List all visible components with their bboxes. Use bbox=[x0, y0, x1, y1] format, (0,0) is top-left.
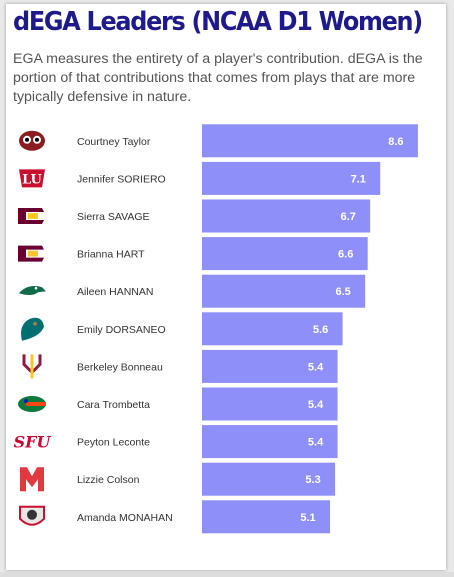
chart-subtitle: EGA measures the entirety of a player's … bbox=[13, 51, 423, 105]
category-label: Aileen HANNAN bbox=[77, 286, 153, 298]
chanticleer-logo bbox=[21, 317, 44, 341]
owl-logo bbox=[19, 130, 45, 151]
data-label: 6.5 bbox=[336, 286, 351, 298]
bearcat-shield-logo bbox=[19, 505, 45, 526]
eagle-head-logo bbox=[19, 286, 46, 295]
data-label: 6.7 bbox=[341, 211, 356, 223]
category-label: Berkeley Bonneau bbox=[77, 361, 163, 373]
svg-text:LU: LU bbox=[22, 172, 42, 187]
data-label: 6.6 bbox=[338, 249, 353, 261]
data-label: 7.1 bbox=[351, 173, 366, 185]
bar bbox=[202, 387, 338, 421]
svg-text:SFU: SFU bbox=[14, 433, 52, 452]
bar bbox=[202, 274, 366, 308]
data-label: 5.3 bbox=[305, 474, 320, 486]
bar bbox=[202, 124, 418, 158]
data-label: 5.4 bbox=[308, 399, 324, 411]
data-label: 5.4 bbox=[308, 361, 324, 373]
category-label: Jennifer SORIERO bbox=[77, 173, 166, 185]
bar bbox=[202, 349, 338, 383]
maryland-m-logo bbox=[20, 467, 44, 492]
bar bbox=[202, 161, 381, 195]
bar bbox=[202, 312, 343, 346]
category-label: Cara Trombetta bbox=[77, 399, 150, 411]
data-label: 8.6 bbox=[388, 136, 403, 148]
data-label: 5.6 bbox=[313, 324, 328, 336]
category-label: Sierra SAVAGE bbox=[77, 211, 150, 223]
data-label: 5.4 bbox=[308, 437, 324, 449]
data-label: 5.1 bbox=[300, 512, 315, 524]
category-label: Courtney Taylor bbox=[77, 136, 151, 148]
category-label: Peyton Leconte bbox=[77, 437, 150, 449]
category-label: Brianna HART bbox=[77, 249, 145, 261]
gator-logo bbox=[18, 396, 46, 412]
sfu-logo: SFU bbox=[14, 433, 52, 452]
bar bbox=[202, 199, 371, 233]
chart-title: dEGA Leaders (NCAA D1 Women) bbox=[13, 7, 423, 37]
liberty-flames-logo: LU bbox=[19, 169, 45, 188]
category-label: Emily DORSANEO bbox=[77, 324, 166, 336]
central-michigan-logo bbox=[18, 245, 44, 262]
bar bbox=[202, 500, 331, 534]
bar bbox=[202, 425, 338, 459]
central-michigan-logo bbox=[18, 208, 44, 224]
bar bbox=[202, 462, 336, 496]
bar bbox=[202, 237, 368, 271]
pitchfork-logo bbox=[22, 354, 42, 379]
page-background bbox=[0, 572, 454, 577]
category-label: Lizzie Colson bbox=[77, 474, 140, 486]
category-label: Amanda MONAHAN bbox=[77, 512, 173, 524]
